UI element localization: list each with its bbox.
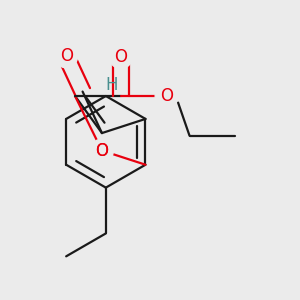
Circle shape [110, 46, 132, 68]
Circle shape [91, 139, 113, 162]
Text: O: O [60, 47, 73, 65]
Circle shape [155, 85, 178, 107]
Text: O: O [95, 142, 108, 160]
Text: O: O [95, 142, 108, 160]
Circle shape [55, 45, 78, 68]
Text: O: O [160, 87, 173, 105]
Text: O: O [114, 48, 127, 66]
Text: H: H [106, 76, 118, 94]
